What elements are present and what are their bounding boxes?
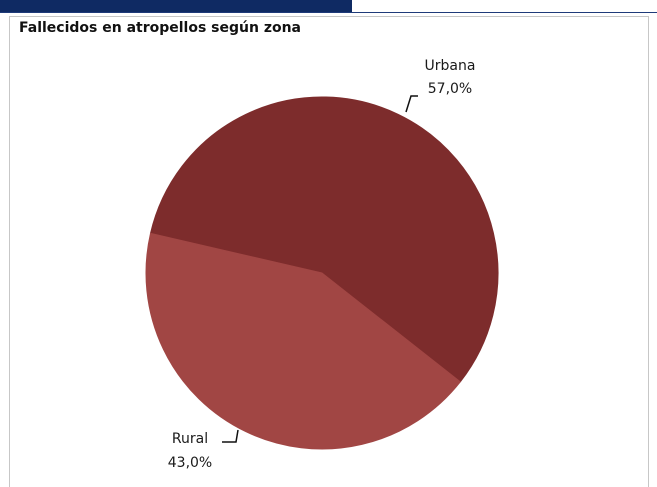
chart-panel: [9, 16, 649, 487]
slice-label-rural: Rural: [172, 431, 208, 447]
chart-title: Fallecidos en atropellos según zona: [19, 20, 302, 36]
header-rule: [0, 12, 657, 13]
slice-value-rural: 43,0%: [168, 455, 212, 471]
leader-line-urbana: [405, 95, 418, 113]
pie-slice-urbana: [149, 96, 499, 383]
slice-label-urbana: Urbana: [425, 58, 476, 74]
pie-slice-rural: [145, 232, 462, 450]
header-bar: [0, 0, 352, 12]
leader-line-rural: [222, 429, 239, 443]
slice-value-urbana: 57,0%: [428, 81, 472, 97]
